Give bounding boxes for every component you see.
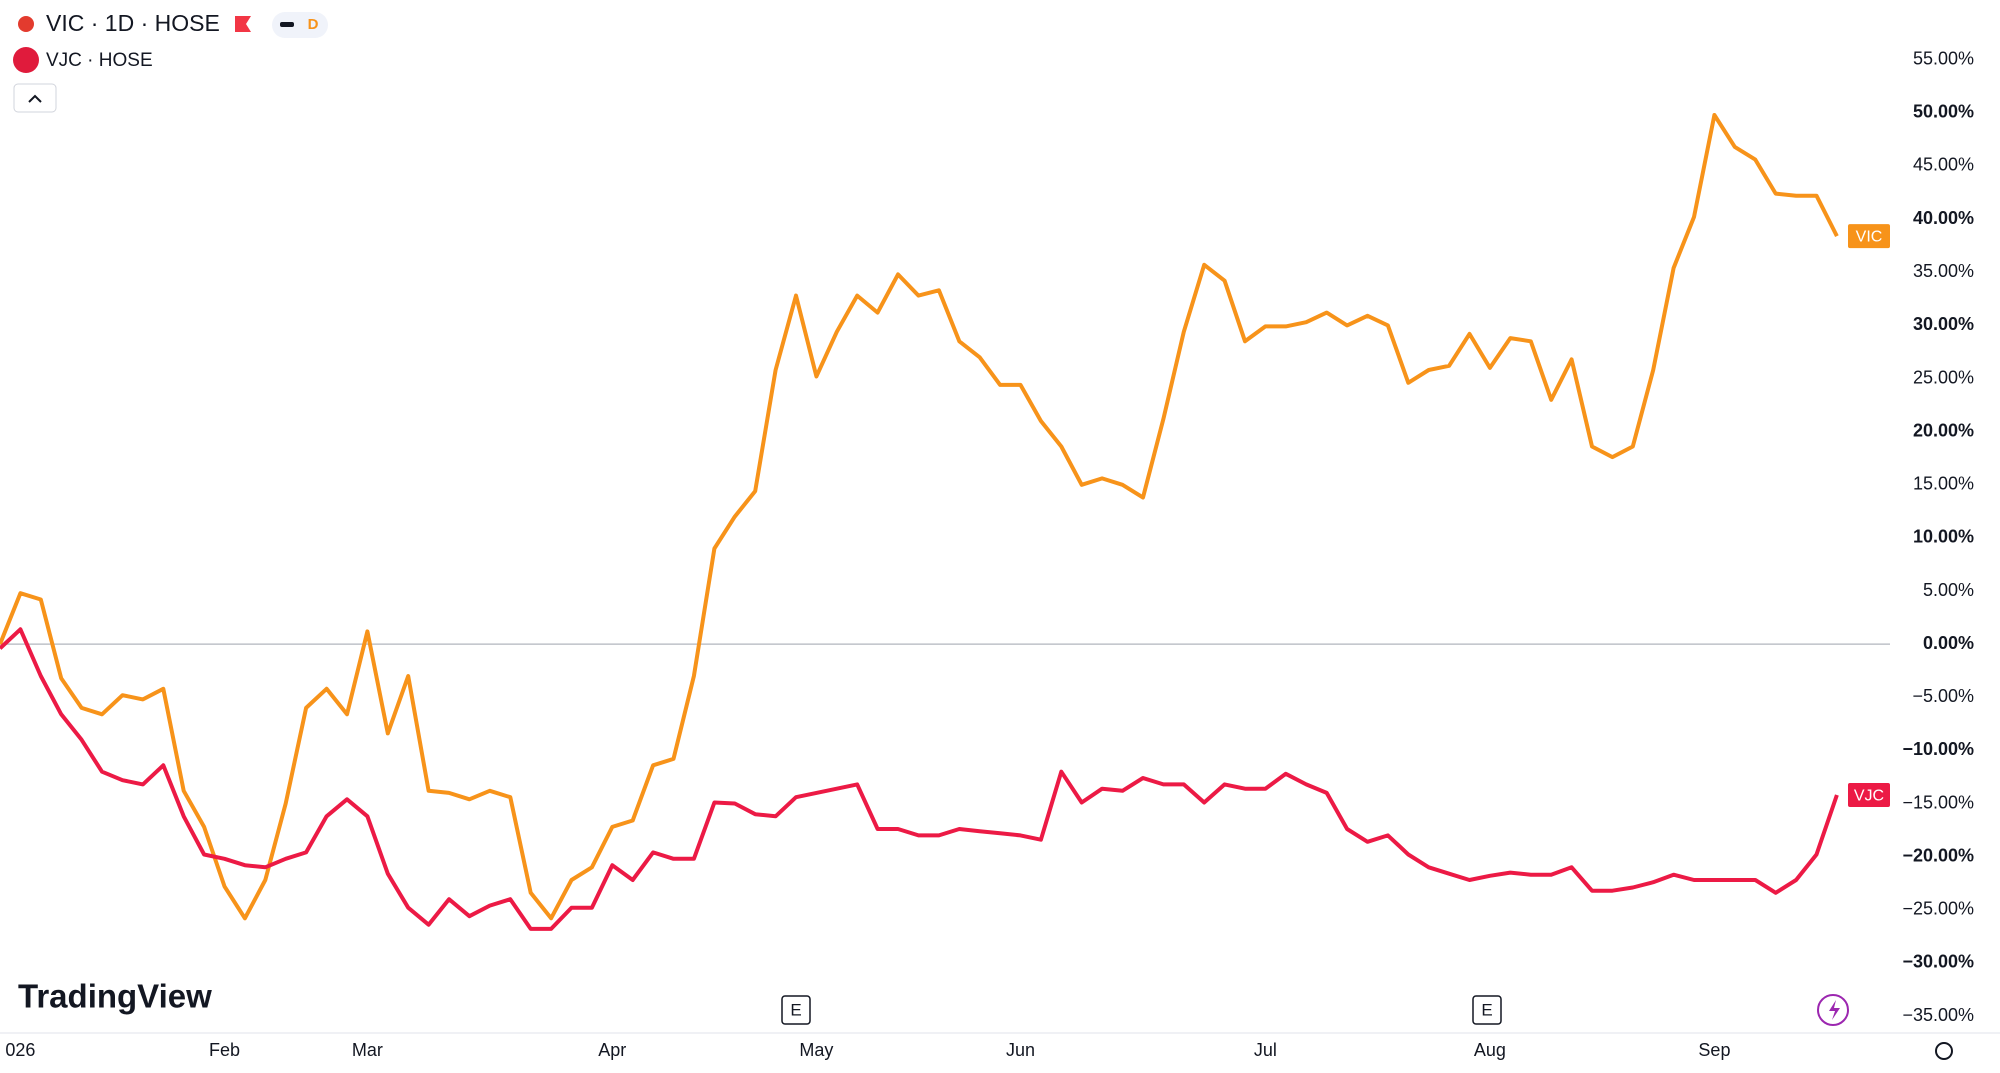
y-tick-label: 0.00% [1923, 633, 1974, 653]
price-tag [1848, 783, 1890, 808]
x-tick-label: Jun [1006, 1040, 1035, 1060]
dividend-marker[interactable] [1817, 994, 1849, 1026]
price-tag [1848, 224, 1890, 249]
symbol-icon [18, 16, 34, 32]
collapse-button[interactable] [13, 83, 57, 113]
settings-icon[interactable] [1935, 1042, 1953, 1060]
x-tick-label: Jul [1254, 1040, 1277, 1060]
event-marker-label: E [790, 1000, 801, 1019]
badge-dash [280, 22, 294, 27]
y-tick-label: −20.00% [1902, 845, 1974, 865]
x-tick-label: Aug [1474, 1040, 1506, 1060]
event-marker[interactable] [1472, 995, 1502, 1025]
interval-badge: D [308, 16, 319, 33]
x-tick-label: Apr [598, 1040, 626, 1060]
branding[interactable]: TradingView [18, 978, 212, 1015]
badge[interactable] [272, 12, 328, 38]
y-tick-label: −5.00% [1912, 686, 1974, 706]
event-marker[interactable] [781, 995, 811, 1025]
y-tick-label: −35.00% [1902, 1005, 1974, 1025]
legend-label: VJC [1854, 787, 1884, 804]
y-tick-label: 30.00% [1913, 314, 1974, 334]
y-tick-label: 35.00% [1913, 261, 1974, 281]
y-tick-label: 10.00% [1913, 527, 1974, 547]
compare-symbol[interactable]: VJC · HOSE [46, 50, 153, 71]
y-tick-label: −25.00% [1902, 899, 1974, 919]
plot: 55.00% 50.00% 45.00% 40.00% 35.00% 30.00% 25.0… [0, 48, 1974, 1060]
event-marker-label: E [1481, 1000, 1492, 1019]
y-tick-label: 15.00% [1913, 474, 1974, 494]
legend-label: VIC [1856, 228, 1883, 245]
x-tick-label: Sep [1698, 1040, 1730, 1060]
y-tick-label: −15.00% [1902, 792, 1974, 812]
y-tick-label: 25.00% [1913, 367, 1974, 387]
y-tick-label: 40.00% [1913, 208, 1974, 228]
y-tick-label: 55.00% [1913, 48, 1974, 68]
series-line [0, 627, 1839, 931]
series-line [0, 113, 1839, 921]
y-tick-label: 50.00% [1913, 102, 1974, 122]
compare-icon [13, 47, 39, 73]
y-tick-label: 20.00% [1913, 420, 1974, 440]
y-tick-label: 5.00% [1923, 580, 1974, 600]
x-tick-label: May [799, 1040, 833, 1060]
x-tick-label: Mar [352, 1040, 383, 1060]
y-tick-label: −10.00% [1902, 739, 1974, 759]
symbol-title[interactable]: VIC · 1D · HOSE [46, 10, 220, 36]
y-tick-label: 45.00% [1913, 155, 1974, 175]
collapse-chevron [28, 94, 42, 103]
flag-icon[interactable] [235, 16, 251, 32]
x-tick-label: Feb [209, 1040, 240, 1060]
x-tick-label: 026 [5, 1040, 35, 1060]
y-tick-label: −30.00% [1902, 952, 1974, 972]
dividend-icon [1829, 1000, 1840, 1020]
